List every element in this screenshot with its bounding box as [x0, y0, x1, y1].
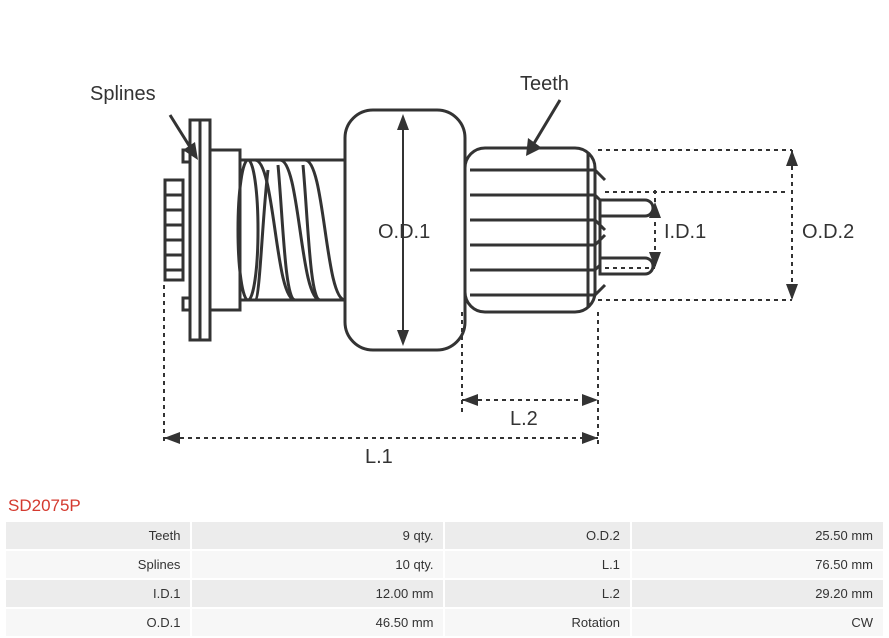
spec-label: O.D.2 [445, 522, 629, 549]
page-container: Splines Teeth O.D.1 I.D.1 O.D.2 L.2 L.1 … [0, 0, 889, 638]
spec-value: 12.00 mm [192, 580, 443, 607]
spec-value: 29.20 mm [632, 580, 883, 607]
part-number: SD2075P [0, 490, 889, 520]
table-row: O.D.146.50 mmRotationCW [6, 609, 883, 636]
label-od2: O.D.2 [802, 221, 854, 243]
spec-value: 25.50 mm [632, 522, 883, 549]
spec-value: 9 qty. [192, 522, 443, 549]
label-splines: Splines [90, 83, 156, 105]
spec-label: L.2 [445, 580, 629, 607]
technical-diagram: Splines Teeth O.D.1 I.D.1 O.D.2 L.2 L.1 [0, 0, 889, 490]
spec-label: Splines [6, 551, 190, 578]
label-l2: L.2 [510, 408, 538, 430]
table-row: I.D.112.00 mmL.229.20 mm [6, 580, 883, 607]
spec-value: 46.50 mm [192, 609, 443, 636]
label-id1: I.D.1 [664, 221, 706, 243]
spec-value: 76.50 mm [632, 551, 883, 578]
spec-label: Teeth [6, 522, 190, 549]
spec-table: Teeth9 qty.O.D.225.50 mmSplines10 qty.L.… [0, 520, 889, 638]
label-teeth: Teeth [520, 73, 569, 95]
spec-label: L.1 [445, 551, 629, 578]
spec-value: 10 qty. [192, 551, 443, 578]
spec-label: O.D.1 [6, 609, 190, 636]
spec-label: Rotation [445, 609, 629, 636]
spec-label: I.D.1 [6, 580, 190, 607]
table-row: Splines10 qty.L.176.50 mm [6, 551, 883, 578]
spec-value: CW [632, 609, 883, 636]
label-l1: L.1 [365, 446, 393, 468]
label-od1: O.D.1 [378, 221, 430, 243]
table-row: Teeth9 qty.O.D.225.50 mm [6, 522, 883, 549]
